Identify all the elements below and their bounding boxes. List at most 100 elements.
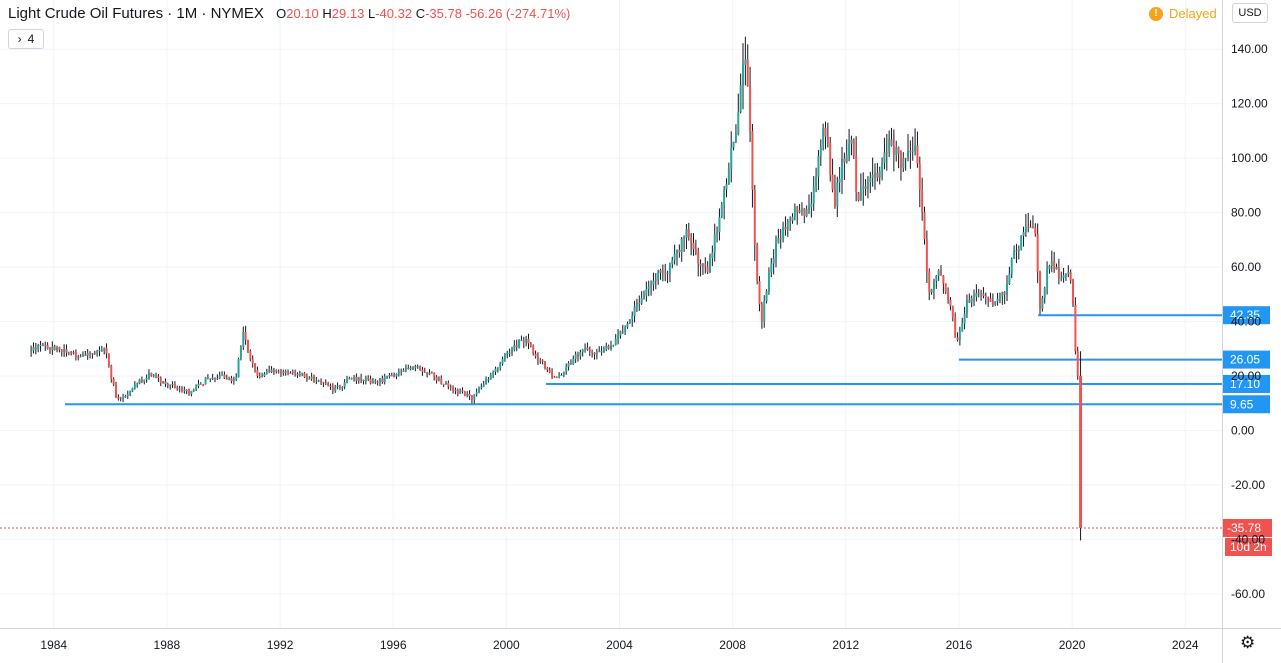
candle-body xyxy=(386,376,389,378)
candle-body xyxy=(117,397,120,399)
candle-body xyxy=(588,349,591,352)
candle-body xyxy=(480,386,483,389)
candle-body xyxy=(477,388,480,393)
y-tick-label: 20.00 xyxy=(1231,369,1261,383)
candle-body xyxy=(315,380,318,382)
candle-body xyxy=(376,381,379,383)
candle-body xyxy=(1006,284,1009,295)
candle-body xyxy=(178,388,181,390)
candle-body xyxy=(435,376,438,381)
candle-body xyxy=(218,375,221,379)
candle-body xyxy=(647,286,650,289)
candle-body xyxy=(230,378,233,382)
candle-body xyxy=(74,352,77,358)
candle-body xyxy=(430,372,433,374)
candle-body xyxy=(775,243,778,259)
candle-body xyxy=(30,350,33,352)
candle-body xyxy=(265,372,268,374)
candle-body xyxy=(310,376,313,379)
candle-body xyxy=(284,371,287,373)
candle-body xyxy=(393,376,396,378)
candle-body xyxy=(256,370,259,376)
candle-body xyxy=(133,384,136,389)
candle-body xyxy=(322,382,325,384)
candle-body xyxy=(86,352,89,356)
candle-body xyxy=(1062,275,1065,278)
candle-body xyxy=(46,345,49,349)
candle-body xyxy=(452,387,455,391)
candle-body xyxy=(1015,250,1018,252)
y-tick-label: -20.00 xyxy=(1231,478,1265,492)
candle-body xyxy=(730,147,733,169)
candle-body xyxy=(364,377,367,382)
candle-body xyxy=(676,250,679,254)
candle-body xyxy=(692,243,695,250)
candle-body xyxy=(944,283,947,292)
candle-body xyxy=(272,370,275,373)
candle-body xyxy=(466,393,469,396)
candle-body xyxy=(942,275,945,284)
horizontal-lines[interactable]: 42.35 26.05 17.10 9.65 -35.78 10d 2h xyxy=(0,306,1272,556)
candle-body xyxy=(749,86,752,132)
candle-body xyxy=(350,378,353,380)
candle-body xyxy=(956,337,959,341)
collapse-indicators-button[interactable]: › 4 xyxy=(8,29,44,49)
delayed-status[interactable]: ! Delayed xyxy=(1149,6,1217,21)
candle-body xyxy=(1008,273,1011,285)
candle-body xyxy=(459,390,462,394)
candle-body xyxy=(520,340,523,342)
candle-body xyxy=(709,258,712,273)
candle-body xyxy=(904,158,907,160)
candle-body xyxy=(980,293,983,295)
candle-body xyxy=(683,237,686,239)
candle-body xyxy=(114,384,117,398)
candle-body xyxy=(1013,250,1016,259)
candle-body xyxy=(369,378,372,384)
candle-body xyxy=(883,152,886,164)
candle-body xyxy=(232,379,235,382)
candle-body xyxy=(543,361,546,368)
candle-body xyxy=(895,147,898,155)
candle-body xyxy=(345,379,348,383)
change-value: -56.26 (-274.71%) xyxy=(465,6,571,21)
candle-body xyxy=(1069,272,1072,281)
gear-icon[interactable]: ⚙ xyxy=(1240,633,1256,652)
candle-body xyxy=(485,379,488,385)
candle-body xyxy=(581,349,584,353)
candle-body xyxy=(246,339,249,352)
candle-body xyxy=(506,352,509,355)
candle-body xyxy=(975,293,978,297)
candle-body xyxy=(961,323,964,332)
candle-body xyxy=(188,391,191,395)
candle-body xyxy=(1050,261,1053,266)
candle-body xyxy=(89,352,92,354)
candle-body xyxy=(79,356,82,358)
candle-body xyxy=(169,384,172,386)
candle-body xyxy=(845,155,848,163)
candle-body xyxy=(254,363,257,371)
candle-body xyxy=(381,378,384,383)
last-price-tag xyxy=(1222,518,1272,537)
candle-body xyxy=(758,281,761,305)
candle-body xyxy=(103,348,106,351)
candle-body xyxy=(607,346,610,349)
candle-body xyxy=(822,127,825,147)
candle-body xyxy=(343,382,346,388)
candle-body xyxy=(562,371,565,375)
currency-button[interactable]: USD xyxy=(1232,3,1268,23)
candle-body xyxy=(928,271,931,293)
candle-body xyxy=(694,249,697,253)
candle-body xyxy=(1020,235,1023,249)
candle-body xyxy=(147,372,150,379)
candle-body xyxy=(411,367,414,369)
candle-body xyxy=(711,252,714,259)
candle-body xyxy=(982,293,985,296)
candle-body xyxy=(866,181,869,189)
candle-body xyxy=(567,362,570,367)
candle-body xyxy=(874,173,877,175)
candle-body xyxy=(294,371,297,375)
candle-body xyxy=(1003,292,1006,295)
y-tick-label: 40.00 xyxy=(1231,315,1261,329)
